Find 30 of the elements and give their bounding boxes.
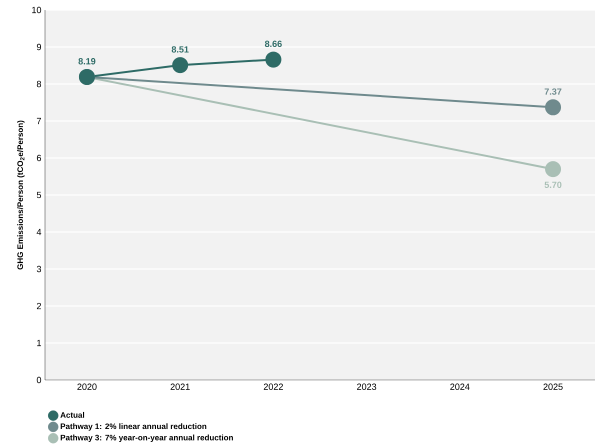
point	[172, 57, 188, 74]
y-tick-label: 3	[36, 266, 42, 272]
legend-label: Actual	[60, 412, 84, 418]
y-tick-label: 8	[36, 80, 42, 88]
y-axis-title: GHG Emissions/Person (tCO$_{2}$e/Person)	[17, 120, 25, 270]
y-tick-label: 10	[32, 6, 42, 14]
y-tick-label: 1	[37, 340, 42, 346]
data-label: 8.66	[264, 40, 282, 48]
y-tick-label: 0	[36, 376, 42, 384]
y-tick-label: 9	[36, 44, 42, 50]
data-label: 8.51	[172, 46, 189, 53]
point	[265, 52, 282, 68]
y-tick-label: 2	[36, 302, 42, 310]
y-tick-label: 5	[36, 192, 42, 198]
x-tick-label: 2020	[77, 384, 97, 390]
x-tick-label: 2023	[357, 384, 376, 390]
data-label: 7.37	[544, 88, 562, 95]
x-tick-label: 2024	[450, 384, 470, 390]
data-label: 5.70	[544, 182, 562, 188]
y-tick-label: 7	[36, 118, 42, 124]
point	[545, 161, 562, 178]
legend-label: Pathway 1: 2% linear annual reduction	[60, 423, 206, 431]
y-tick-label: 4	[36, 228, 42, 236]
x-tick-label: 2022	[264, 384, 283, 390]
y-tick-label: 6	[36, 154, 42, 162]
data-label: 8.19	[78, 58, 96, 64]
point	[545, 99, 562, 116]
x-tick-label: 2025	[543, 384, 563, 390]
x-tick-label: 2021	[170, 384, 190, 390]
legend-label: Pathway 3: 7% year-on-year annual reduction	[60, 434, 233, 442]
